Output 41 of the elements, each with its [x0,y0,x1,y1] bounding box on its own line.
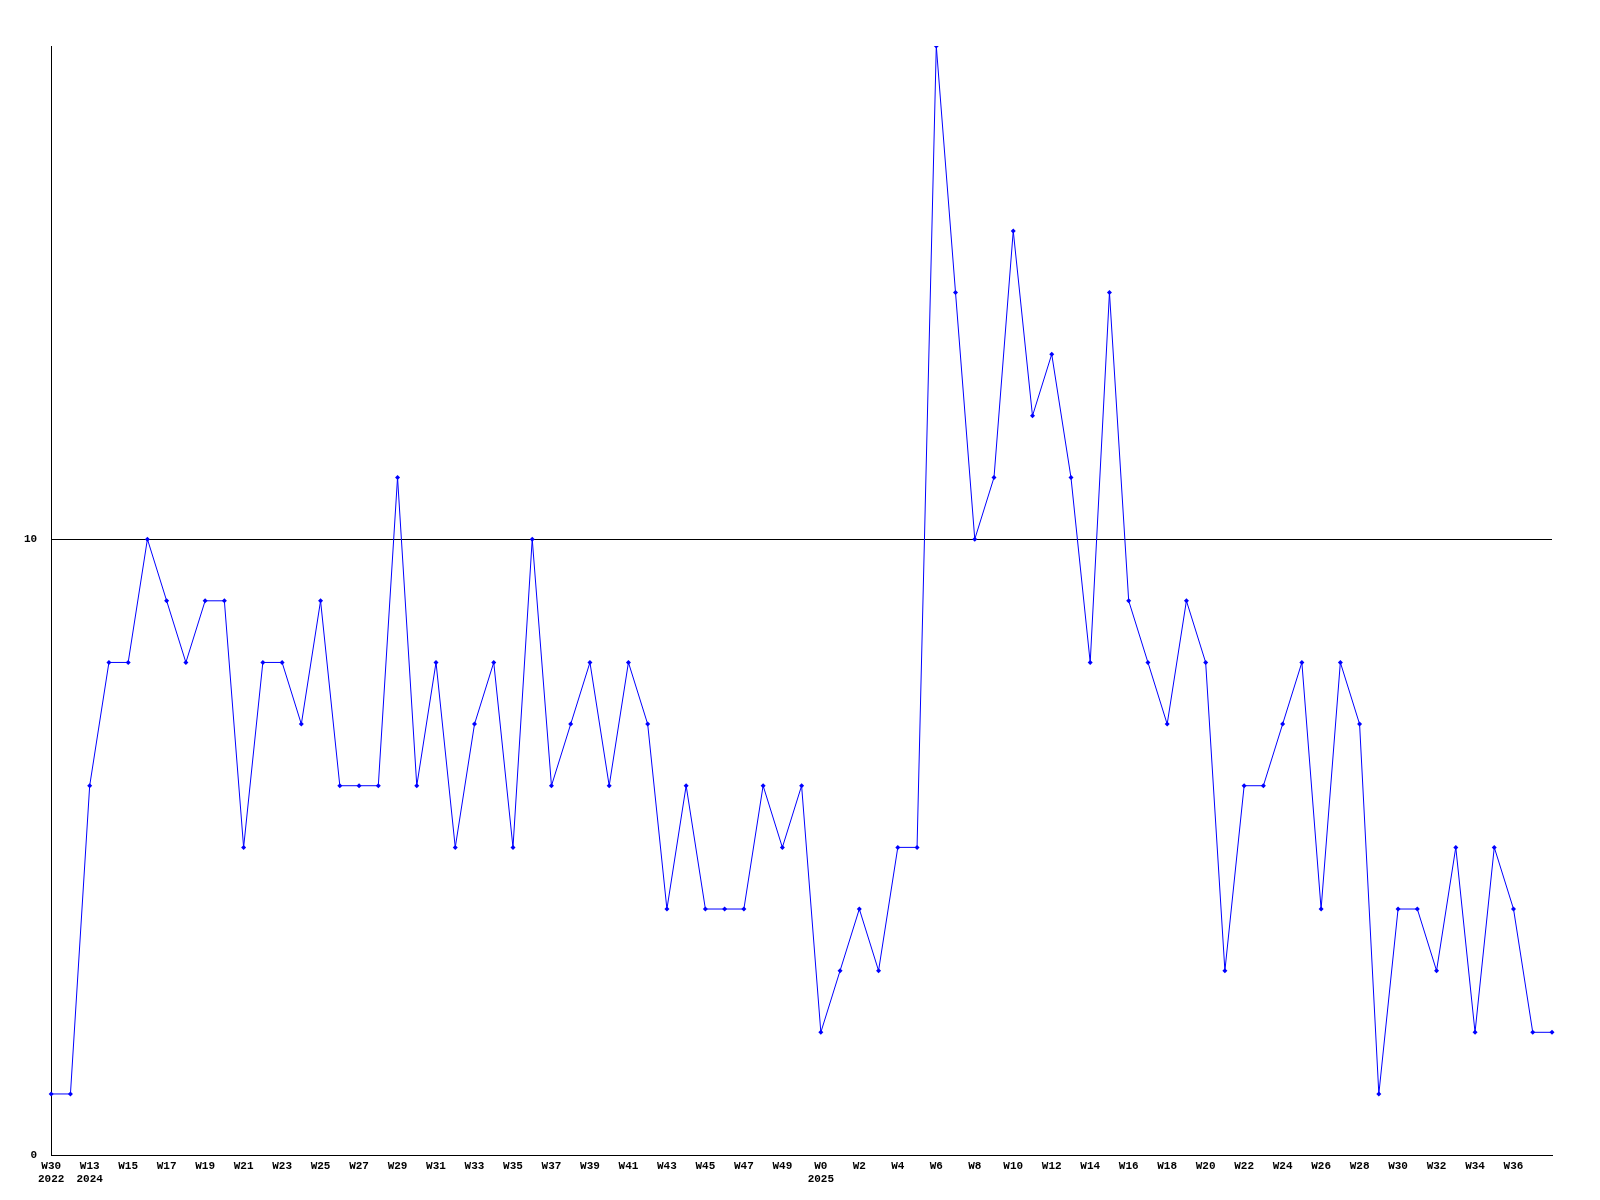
y-tick-label: 10 [24,532,38,545]
x-tick-label: W21 [233,1159,254,1172]
x-tick-label: W28 [1349,1159,1370,1172]
y-tick-label: 0 [30,1149,38,1162]
x-tick-label: W49 [772,1159,793,1172]
x-tick-label: W13 2024 [76,1159,104,1186]
x-tick-label: W19 [195,1159,216,1172]
x-tick-label: W15 [118,1159,139,1172]
x-tick-label: W29 [387,1159,408,1172]
x-tick-label: W17 [156,1159,177,1172]
x-tick-label: W16 [1118,1159,1139,1172]
x-tick-label: W31 [426,1159,447,1172]
x-tick-label: W6 [929,1159,943,1172]
x-tick-label: W0 2025 [807,1159,835,1186]
x-tick-label: W25 [310,1159,331,1172]
x-tick-label: W20 [1195,1159,1216,1172]
x-tick-label: W2 [852,1159,866,1172]
x-tick-label: W39 [580,1159,600,1172]
x-tick-label: W33 [464,1159,485,1172]
x-tick-label: W12 [1041,1159,1062,1172]
x-tick-label: W37 [541,1159,562,1172]
x-tick-label: W45 [695,1159,716,1172]
x-tick-label: W22 [1234,1159,1255,1172]
x-tick-label: W26 [1311,1159,1332,1172]
x-tick-label: W14 [1080,1159,1101,1172]
x-tick-label: W27 [349,1159,369,1172]
x-tick-label: W41 [618,1159,639,1172]
x-tick-label: W4 [891,1159,905,1172]
x-tick-label: W10 [1003,1159,1024,1172]
x-tick-label: W32 [1426,1159,1447,1172]
x-tick-label: W43 [657,1159,678,1172]
x-tick-label: W23 [272,1159,293,1172]
x-tick-label: W35 [503,1159,524,1172]
x-tick-label: W47 [733,1159,754,1172]
x-tick-label: W30 [1388,1159,1408,1172]
x-tick-label: W36 [1503,1159,1524,1172]
x-tick-label: W24 [1272,1159,1293,1172]
x-tick-label: W30 2022 [38,1159,65,1186]
x-tick-label: W18 [1157,1159,1178,1172]
x-tick-label: W34 [1465,1159,1486,1172]
x-tick-label: W8 [968,1159,982,1172]
